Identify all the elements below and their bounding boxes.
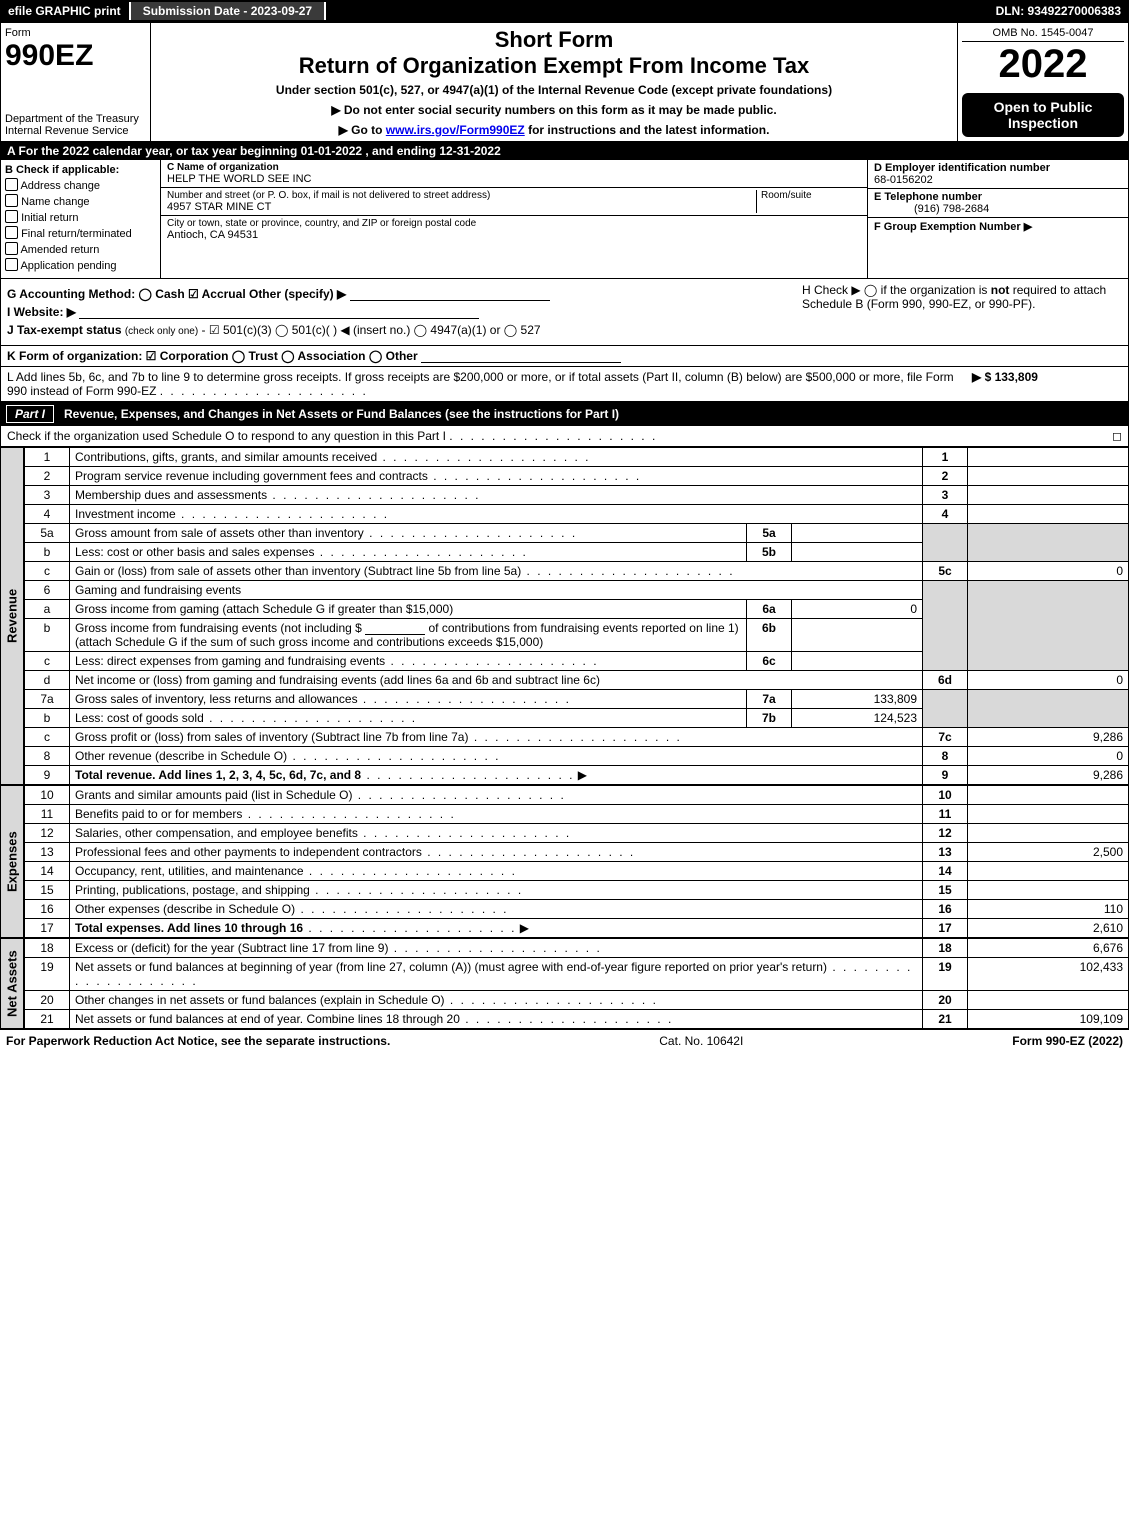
line-3: 3Membership dues and assessments3 bbox=[25, 486, 1129, 505]
line-14: 14Occupancy, rent, utilities, and mainte… bbox=[25, 862, 1129, 881]
form-ref: Form 990-EZ (2022) bbox=[1012, 1034, 1123, 1048]
form-header: Form 990EZ Department of the Treasury In… bbox=[0, 22, 1129, 142]
line-a: A For the 2022 calendar year, or tax yea… bbox=[0, 142, 1129, 160]
chk-final-return[interactable]: Final return/terminated bbox=[5, 226, 156, 240]
group-exemption: F Group Exemption Number ▶ bbox=[874, 221, 1032, 233]
open-to-public: Open to Public Inspection bbox=[962, 93, 1124, 137]
expenses-section: Expenses 10Grants and similar amounts pa… bbox=[0, 785, 1129, 938]
line-h: H Check ▶ ◯ if the organization is not r… bbox=[802, 283, 1122, 311]
city-state-zip: Antioch, CA 94531 bbox=[167, 229, 861, 241]
line-20: 20Other changes in net assets or fund ba… bbox=[25, 991, 1129, 1010]
line-10: 10Grants and similar amounts paid (list … bbox=[25, 786, 1129, 805]
col-b: B Check if applicable: Address change Na… bbox=[1, 160, 161, 278]
line-6: 6Gaming and fundraising events bbox=[25, 581, 1129, 600]
ssn-warning: ▶ Do not enter social security numbers o… bbox=[155, 103, 953, 117]
line-1: 1Contributions, gifts, grants, and simil… bbox=[25, 448, 1129, 467]
revenue-section: Revenue 1Contributions, gifts, grants, a… bbox=[0, 447, 1129, 785]
section-bcdef: B Check if applicable: Address change Na… bbox=[0, 160, 1129, 279]
paperwork-notice: For Paperwork Reduction Act Notice, see … bbox=[6, 1034, 390, 1048]
net-assets-label: Net Assets bbox=[0, 938, 24, 1029]
part1-title: Revenue, Expenses, and Changes in Net As… bbox=[64, 407, 619, 421]
line-g: G Accounting Method: ◯ Cash ☑ Accrual Ot… bbox=[7, 287, 346, 301]
gross-receipts: ▶ $ 133,809 bbox=[972, 370, 1122, 398]
instructions-link-line: ▶ Go to www.irs.gov/Form990EZ for instru… bbox=[155, 123, 953, 137]
line-9: 9Total revenue. Add lines 1, 2, 3, 4, 5c… bbox=[25, 766, 1129, 785]
short-form: Short Form bbox=[155, 27, 953, 53]
expenses-label: Expenses bbox=[0, 785, 24, 938]
phone-label: E Telephone number bbox=[874, 191, 982, 203]
part1-header: Part I Revenue, Expenses, and Changes in… bbox=[0, 402, 1129, 426]
dept-treasury: Department of the Treasury bbox=[5, 113, 146, 125]
omb-number: OMB No. 1545-0047 bbox=[962, 27, 1124, 42]
ein: 68-0156202 bbox=[874, 174, 933, 186]
net-assets-section: Net Assets 18Excess or (deficit) for the… bbox=[0, 938, 1129, 1029]
line-k: K Form of organization: ☑ Corporation ◯ … bbox=[0, 346, 1129, 367]
revenue-label: Revenue bbox=[0, 447, 24, 785]
tax-year: 2022 bbox=[962, 42, 1124, 93]
line-12: 12Salaries, other compensation, and empl… bbox=[25, 824, 1129, 843]
irs-link[interactable]: www.irs.gov/Form990EZ bbox=[386, 123, 525, 137]
line-5c: cGain or (loss) from sale of assets othe… bbox=[25, 562, 1129, 581]
c-label: C Name of organization bbox=[167, 162, 279, 173]
city-label: City or town, state or province, country… bbox=[167, 218, 861, 229]
col-def: D Employer identification number 68-0156… bbox=[868, 160, 1128, 278]
efile-print[interactable]: efile GRAPHIC print bbox=[0, 2, 129, 20]
line-21: 21Net assets or fund balances at end of … bbox=[25, 1010, 1129, 1029]
line-8: 8Other revenue (describe in Schedule O)8… bbox=[25, 747, 1129, 766]
line-i: I Website: ▶ bbox=[7, 305, 76, 319]
chk-name-change[interactable]: Name change bbox=[5, 194, 156, 208]
phone: (916) 798-2684 bbox=[874, 203, 989, 215]
line-7c: cGross profit or (loss) from sales of in… bbox=[25, 728, 1129, 747]
part1-sub: Check if the organization used Schedule … bbox=[0, 426, 1129, 447]
chk-amended-return[interactable]: Amended return bbox=[5, 242, 156, 256]
addr-label: Number and street (or P. O. box, if mail… bbox=[167, 190, 756, 201]
line-11: 11Benefits paid to or for members11 bbox=[25, 805, 1129, 824]
form-number: 990EZ bbox=[5, 39, 146, 73]
line-l: L Add lines 5b, 6c, and 7b to line 9 to … bbox=[0, 367, 1129, 402]
line-16: 16Other expenses (describe in Schedule O… bbox=[25, 900, 1129, 919]
chk-application-pending[interactable]: Application pending bbox=[5, 258, 156, 272]
room-label: Room/suite bbox=[761, 190, 861, 201]
line-15: 15Printing, publications, postage, and s… bbox=[25, 881, 1129, 900]
line-17: 17Total expenses. Add lines 10 through 1… bbox=[25, 919, 1129, 938]
street-address: 4957 STAR MINE CT bbox=[167, 201, 756, 213]
form-title: Return of Organization Exempt From Incom… bbox=[155, 53, 953, 79]
top-bar: efile GRAPHIC print Submission Date - 20… bbox=[0, 0, 1129, 22]
form-subtitle: Under section 501(c), 527, or 4947(a)(1)… bbox=[155, 83, 953, 97]
chk-initial-return[interactable]: Initial return bbox=[5, 210, 156, 224]
section-ghij: G Accounting Method: ◯ Cash ☑ Accrual Ot… bbox=[0, 279, 1129, 346]
cat-no: Cat. No. 10642I bbox=[390, 1034, 1012, 1048]
chk-address-change[interactable]: Address change bbox=[5, 178, 156, 192]
line-6d: dNet income or (loss) from gaming and fu… bbox=[25, 671, 1129, 690]
page-footer: For Paperwork Reduction Act Notice, see … bbox=[0, 1029, 1129, 1052]
line-5a: 5aGross amount from sale of assets other… bbox=[25, 524, 1129, 543]
col-b-title: B Check if applicable: bbox=[5, 164, 119, 176]
line-13: 13Professional fees and other payments t… bbox=[25, 843, 1129, 862]
submission-date: Submission Date - 2023-09-27 bbox=[129, 2, 326, 20]
org-name: HELP THE WORLD SEE INC bbox=[167, 173, 861, 185]
col-c: C Name of organization HELP THE WORLD SE… bbox=[161, 160, 868, 278]
line-2: 2Program service revenue including gover… bbox=[25, 467, 1129, 486]
ein-label: D Employer identification number bbox=[874, 162, 1050, 174]
dln: DLN: 93492270006383 bbox=[988, 2, 1129, 20]
part1-tag: Part I bbox=[6, 405, 54, 423]
line-18: 18Excess or (deficit) for the year (Subt… bbox=[25, 939, 1129, 958]
line-19: 19Net assets or fund balances at beginni… bbox=[25, 958, 1129, 991]
line-j: J Tax-exempt status (check only one) - ☑… bbox=[7, 323, 1122, 337]
line-7a: 7aGross sales of inventory, less returns… bbox=[25, 690, 1129, 709]
line-4: 4Investment income4 bbox=[25, 505, 1129, 524]
irs: Internal Revenue Service bbox=[5, 125, 146, 137]
form-label: Form bbox=[5, 27, 146, 39]
